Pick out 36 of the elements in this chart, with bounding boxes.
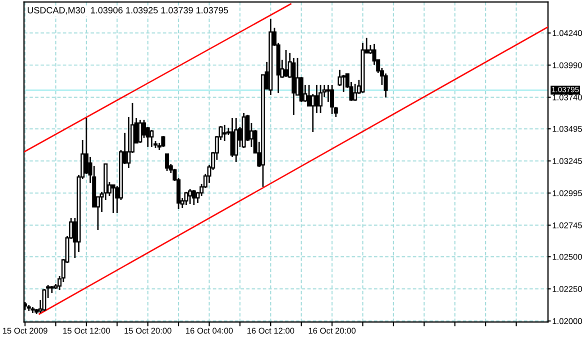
candlestick xyxy=(353,83,358,102)
y-tick-label: 1.03740 xyxy=(552,94,582,100)
y-tick-label: 1.03245 xyxy=(552,158,582,164)
x-tick-label: 16 Oct 12:00 xyxy=(247,328,294,334)
candlestick xyxy=(284,49,288,78)
candlestick xyxy=(318,84,323,114)
y-tick-label: 1.03495 xyxy=(552,126,582,132)
candlestick xyxy=(307,84,312,107)
y-tick-label: 1.04240 xyxy=(552,30,582,36)
candlestick xyxy=(142,119,146,139)
candlestick xyxy=(188,188,192,205)
candlestick xyxy=(192,189,196,206)
candlestick xyxy=(111,184,116,214)
candlestick xyxy=(165,153,170,172)
y-tick-label: 1.03990 xyxy=(552,62,582,68)
candlestick xyxy=(138,119,142,144)
candlestick xyxy=(42,288,46,312)
candlestick xyxy=(330,84,334,115)
x-tick-label: 16 Oct 20:00 xyxy=(308,328,356,334)
x-tick-label: 15 Oct 2009 xyxy=(2,328,48,334)
y-tick-label: 1.02745 xyxy=(552,222,582,228)
candlestick xyxy=(299,76,304,103)
y-tick-label: 1.02995 xyxy=(552,190,582,196)
y-tick-label: 1.02000 xyxy=(552,318,582,324)
candlestick xyxy=(314,84,319,114)
y-tick-label: 1.02250 xyxy=(552,286,582,292)
y-tick-label: 1.02500 xyxy=(552,254,582,260)
candlestick xyxy=(310,93,315,133)
candlestick xyxy=(342,74,346,93)
candlestick xyxy=(184,191,188,206)
x-tick-label: 15 Oct 12:00 xyxy=(63,328,110,334)
candlestick xyxy=(150,129,154,148)
candlestick xyxy=(222,124,227,142)
x-tick-label: 15 Oct 20:00 xyxy=(124,328,172,334)
chart-title: USDCAD,M30 1.03906 1.03925 1.03739 1.03795 xyxy=(28,7,228,14)
x-tick-label: 16 Oct 04:00 xyxy=(186,328,233,334)
